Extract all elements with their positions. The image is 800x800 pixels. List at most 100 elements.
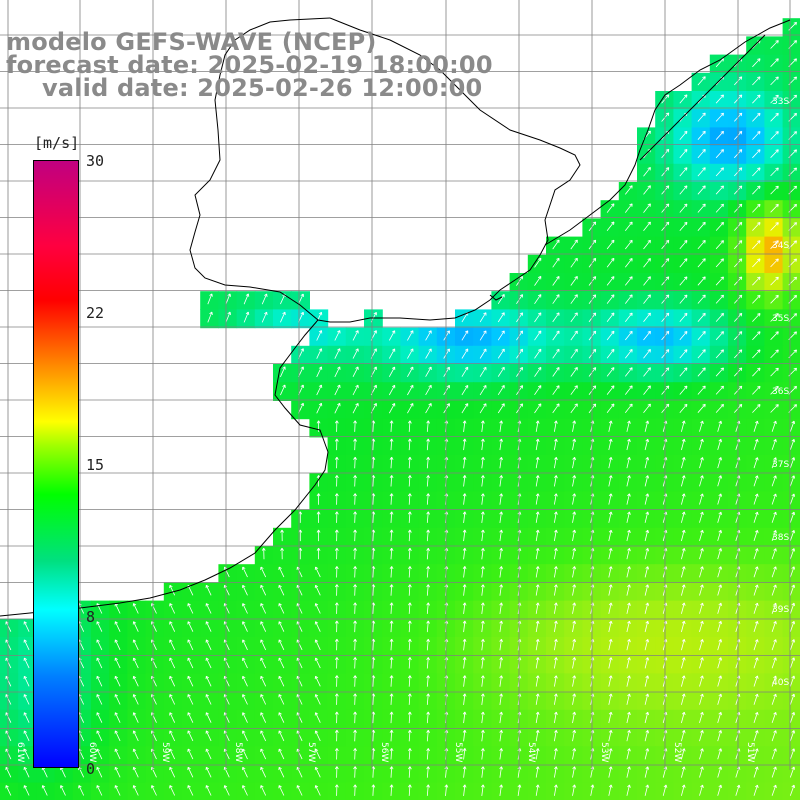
wind-arrow bbox=[426, 602, 430, 614]
wind-arrow bbox=[462, 729, 467, 742]
wind-arrow bbox=[554, 748, 558, 760]
wind-arrow bbox=[243, 293, 250, 305]
wind-cell bbox=[673, 109, 693, 128]
wind-arrow bbox=[205, 675, 212, 687]
wind-arrow bbox=[644, 529, 650, 542]
wind-arrow bbox=[534, 366, 542, 377]
wind-arrow bbox=[334, 384, 341, 396]
wind-arrow bbox=[426, 529, 430, 542]
wind-arrow bbox=[717, 639, 723, 651]
wind-arrow bbox=[752, 58, 761, 68]
wind-arrow bbox=[606, 348, 615, 359]
wind-arrow bbox=[626, 675, 631, 687]
wind-arrow bbox=[771, 529, 777, 542]
wind-arrow bbox=[114, 730, 121, 742]
wind-cell bbox=[746, 218, 765, 238]
wind-arrow bbox=[697, 276, 706, 286]
wind-arrow bbox=[78, 785, 85, 796]
wind-arrow bbox=[187, 730, 194, 742]
wind-cell bbox=[709, 273, 729, 292]
wind-cell bbox=[527, 273, 547, 292]
wind-cell bbox=[673, 127, 693, 147]
wind-cell bbox=[600, 400, 620, 420]
wind-arrow bbox=[681, 748, 686, 760]
wind-cell bbox=[746, 291, 765, 310]
wind-arrow bbox=[681, 657, 686, 669]
wind-cell bbox=[637, 309, 656, 329]
wind-cell bbox=[600, 236, 620, 256]
wind-arrow bbox=[697, 367, 706, 377]
wind-arrow bbox=[462, 602, 467, 614]
wind-cell bbox=[637, 127, 656, 147]
wind-arrow bbox=[608, 748, 613, 760]
wind-cell bbox=[709, 218, 729, 238]
wind-arrow bbox=[608, 657, 613, 669]
wind-arrow bbox=[771, 493, 777, 505]
wind-arrow bbox=[697, 203, 706, 213]
wind-arrow bbox=[624, 330, 633, 341]
wind-cell bbox=[728, 509, 747, 529]
wind-arrow bbox=[479, 366, 487, 377]
wind-arrow bbox=[624, 221, 633, 232]
wind-arrow bbox=[643, 258, 651, 268]
wind-arrow bbox=[169, 603, 176, 614]
lat-label: 33S bbox=[772, 97, 789, 107]
wind-cell bbox=[691, 72, 711, 92]
wind-arrow bbox=[497, 330, 505, 341]
wind-cell bbox=[600, 218, 620, 238]
wind-arrow bbox=[316, 330, 323, 341]
wind-cell bbox=[673, 200, 693, 219]
wind-cell bbox=[673, 400, 693, 420]
wind-arrow bbox=[753, 748, 759, 760]
wind-arrow bbox=[96, 694, 103, 705]
lat-label: 36S bbox=[772, 387, 789, 397]
wind-arrow bbox=[443, 366, 450, 377]
wind-arrow bbox=[407, 602, 412, 614]
wind-arrow bbox=[389, 420, 394, 432]
wind-arrow bbox=[480, 729, 485, 742]
wind-arrow bbox=[389, 584, 394, 596]
wind-arrow bbox=[205, 766, 212, 778]
wind-arrow bbox=[770, 385, 779, 395]
wind-arrow bbox=[132, 766, 139, 778]
wind-arrow bbox=[606, 294, 615, 304]
wind-arrow bbox=[771, 784, 777, 796]
wind-arrow bbox=[572, 602, 577, 614]
wind-arrow bbox=[426, 748, 430, 760]
coastline bbox=[0, 17, 791, 617]
wind-arrow bbox=[278, 584, 285, 596]
wind-arrow bbox=[644, 602, 650, 614]
wind-cell bbox=[764, 54, 784, 74]
wind-cell bbox=[600, 254, 620, 274]
wind-arrow bbox=[697, 385, 706, 395]
wind-arrow bbox=[314, 603, 321, 614]
wind-arrow bbox=[572, 456, 577, 469]
wind-arrow bbox=[462, 493, 467, 505]
wind-arrow bbox=[96, 712, 103, 723]
wind-arrow bbox=[151, 785, 157, 796]
wind-arrow bbox=[187, 712, 194, 723]
wind-arrow bbox=[572, 566, 577, 578]
wind-cell bbox=[728, 709, 747, 729]
wind-arrow bbox=[626, 420, 631, 432]
wind-arrow bbox=[717, 548, 723, 560]
wind-arrow bbox=[752, 76, 761, 86]
wind-arrow bbox=[626, 657, 631, 669]
wind-arrow bbox=[697, 240, 706, 250]
wind-arrow bbox=[353, 529, 357, 542]
wind-cell bbox=[764, 36, 784, 56]
wind-arrow bbox=[770, 112, 779, 122]
wind-arrow bbox=[480, 784, 485, 796]
wind-arrow bbox=[426, 584, 430, 596]
wind-arrow bbox=[717, 675, 723, 687]
wind-arrow bbox=[407, 711, 412, 724]
wind-arrow bbox=[334, 420, 339, 432]
wind-arrow bbox=[389, 475, 394, 487]
wind-cell bbox=[673, 309, 693, 329]
wind-arrow bbox=[715, 240, 724, 250]
wind-arrow bbox=[753, 639, 759, 651]
wind-arrow bbox=[187, 675, 194, 687]
wind-arrow bbox=[643, 403, 651, 414]
wind-arrow bbox=[534, 275, 542, 286]
